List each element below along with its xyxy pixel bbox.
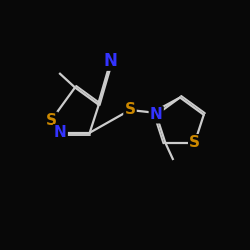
Text: N: N bbox=[103, 52, 117, 70]
Text: S: S bbox=[124, 102, 136, 118]
Text: N: N bbox=[54, 125, 67, 140]
Text: S: S bbox=[46, 113, 57, 128]
Text: N: N bbox=[150, 107, 162, 122]
Text: S: S bbox=[189, 135, 200, 150]
